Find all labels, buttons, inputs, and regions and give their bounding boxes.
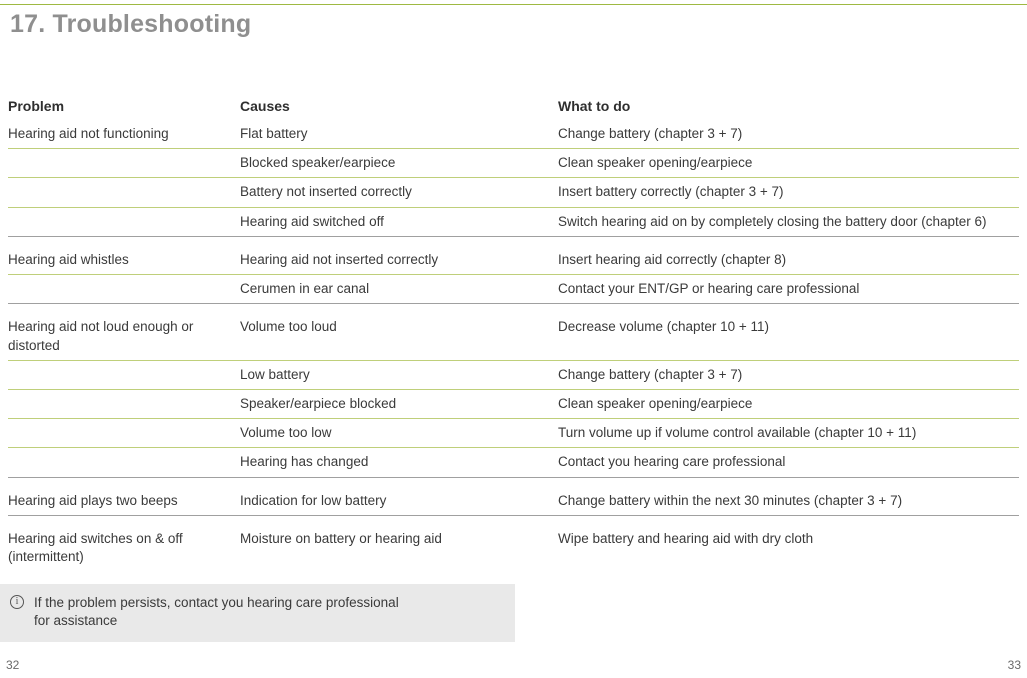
cause-cell: Blocked speaker/earpiece: [240, 149, 558, 178]
action-cell: Contact you hearing care professional: [558, 448, 1019, 477]
action-cell: Switch hearing aid on by completely clos…: [558, 207, 1019, 236]
cause-cell: Indication for low battery: [240, 477, 558, 515]
cause-cell: Volume too low: [240, 419, 558, 448]
action-cell: Decrease volume (chapter 10 + 11): [558, 304, 1019, 360]
cause-cell: Moisture on battery or hearing aid: [240, 515, 558, 571]
cause-cell: Volume too loud: [240, 304, 558, 360]
col-action: What to do: [558, 98, 1019, 120]
table-row: Volume too lowTurn volume up if volume c…: [8, 419, 1019, 448]
problem-cell: [8, 419, 240, 448]
action-cell: Insert hearing aid correctly (chapter 8): [558, 236, 1019, 274]
table-row: Low batteryChange battery (chapter 3 + 7…: [8, 360, 1019, 389]
note-box: i If the problem persists, contact you h…: [0, 584, 515, 642]
problem-cell: [8, 275, 240, 304]
note-text: If the problem persists, contact you hea…: [34, 594, 414, 630]
table-row: Cerumen in ear canalContact your ENT/GP …: [8, 275, 1019, 304]
action-cell: Change battery (chapter 3 + 7): [558, 360, 1019, 389]
action-cell: Change battery (chapter 3 + 7): [558, 120, 1019, 149]
problem-cell: [8, 389, 240, 418]
table-row: Hearing aid switches on & off (intermitt…: [8, 515, 1019, 571]
action-cell: Clean speaker opening/earpiece: [558, 389, 1019, 418]
action-cell: Wipe battery and hearing aid with dry cl…: [558, 515, 1019, 571]
cause-cell: Hearing aid switched off: [240, 207, 558, 236]
cause-cell: Speaker/earpiece blocked: [240, 389, 558, 418]
col-problem: Problem: [8, 98, 240, 120]
problem-cell: [8, 178, 240, 207]
table-row: Hearing aid plays two beepsIndication fo…: [8, 477, 1019, 515]
action-cell: Clean speaker opening/earpiece: [558, 149, 1019, 178]
troubleshooting-table: Problem Causes What to do Hearing aid no…: [8, 98, 1019, 571]
top-rule: [0, 4, 1027, 5]
cause-cell: Hearing has changed: [240, 448, 558, 477]
table-row: Hearing aid switched offSwitch hearing a…: [8, 207, 1019, 236]
table-row: Hearing aid not functioningFlat batteryC…: [8, 120, 1019, 149]
action-cell: Change battery within the next 30 minute…: [558, 477, 1019, 515]
action-cell: Insert battery correctly (chapter 3 + 7): [558, 178, 1019, 207]
cause-cell: Battery not inserted correctly: [240, 178, 558, 207]
cause-cell: Hearing aid not inserted correctly: [240, 236, 558, 274]
action-cell: Contact your ENT/GP or hearing care prof…: [558, 275, 1019, 304]
table-row: Hearing has changedContact you hearing c…: [8, 448, 1019, 477]
page-number-left: 32: [6, 658, 19, 672]
problem-cell: Hearing aid plays two beeps: [8, 477, 240, 515]
problem-cell: Hearing aid switches on & off (intermitt…: [8, 515, 240, 571]
cause-cell: Cerumen in ear canal: [240, 275, 558, 304]
cause-cell: Flat battery: [240, 120, 558, 149]
problem-cell: [8, 149, 240, 178]
problem-cell: Hearing aid whistles: [8, 236, 240, 274]
problem-cell: Hearing aid not functioning: [8, 120, 240, 149]
problem-cell: [8, 207, 240, 236]
problem-cell: [8, 448, 240, 477]
info-icon: i: [10, 595, 24, 609]
table-row: Blocked speaker/earpieceClean speaker op…: [8, 149, 1019, 178]
table-row: Speaker/earpiece blockedClean speaker op…: [8, 389, 1019, 418]
page-number-right: 33: [1008, 658, 1021, 672]
table-row: Hearing aid not loud enough or distorted…: [8, 304, 1019, 360]
cause-cell: Low battery: [240, 360, 558, 389]
page-heading: 17. Troubleshooting: [10, 10, 251, 39]
table-header-row: Problem Causes What to do: [8, 98, 1019, 120]
troubleshooting-table-wrap: Problem Causes What to do Hearing aid no…: [8, 98, 1019, 571]
table-row: Battery not inserted correctlyInsert bat…: [8, 178, 1019, 207]
col-causes: Causes: [240, 98, 558, 120]
page-container: 17. Troubleshooting Problem Causes What …: [0, 0, 1027, 678]
problem-cell: Hearing aid not loud enough or distorted: [8, 304, 240, 360]
action-cell: Turn volume up if volume control availab…: [558, 419, 1019, 448]
problem-cell: [8, 360, 240, 389]
table-row: Hearing aid whistlesHearing aid not inse…: [8, 236, 1019, 274]
